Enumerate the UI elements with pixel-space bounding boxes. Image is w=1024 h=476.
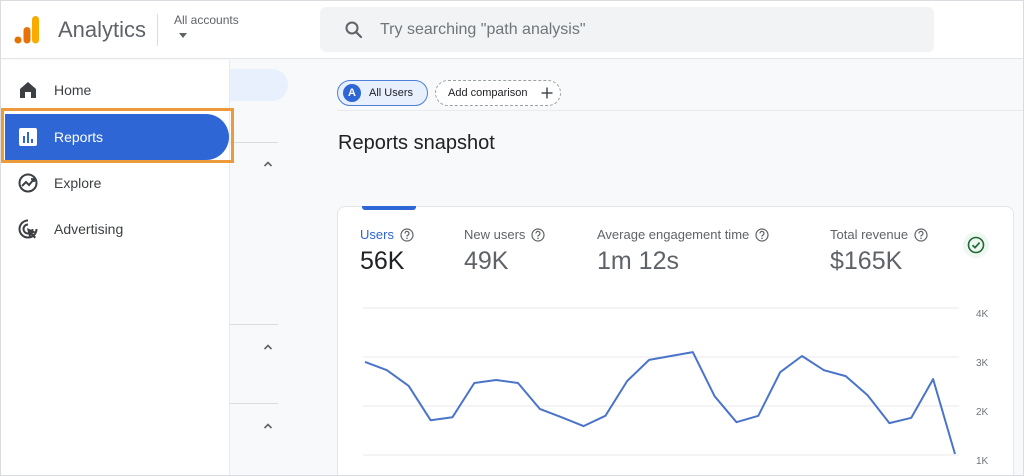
header-divider bbox=[157, 14, 158, 46]
chevron-up-icon[interactable] bbox=[263, 159, 273, 169]
metric-label: Users bbox=[360, 227, 394, 242]
nav-item-explore[interactable]: Explore bbox=[1, 160, 230, 206]
top-bar: Analytics All accounts bbox=[1, 1, 1023, 59]
segment-chip-all-users[interactable]: A All Users bbox=[337, 80, 428, 106]
chevron-up-icon[interactable] bbox=[263, 342, 273, 352]
reports-subnav-panel bbox=[230, 60, 320, 475]
y-axis-tick: 1K bbox=[976, 456, 989, 467]
add-comparison-label: Add comparison bbox=[448, 87, 528, 99]
y-axis-tick: 2K bbox=[976, 407, 989, 418]
home-icon bbox=[20, 82, 36, 98]
search-input[interactable] bbox=[380, 7, 900, 52]
analytics-logo-icon[interactable] bbox=[14, 15, 40, 45]
add-comparison-button[interactable]: Add comparison bbox=[435, 80, 561, 106]
metric-label: Total revenue bbox=[830, 227, 909, 242]
search-icon bbox=[345, 21, 363, 39]
subnav-selected-item[interactable] bbox=[230, 69, 288, 101]
search-bar[interactable] bbox=[320, 7, 934, 52]
check-circle-icon bbox=[967, 236, 985, 254]
subnav-divider bbox=[230, 403, 278, 404]
subnav-divider bbox=[230, 142, 278, 143]
nav-item-label: Advertising bbox=[54, 221, 124, 237]
reports-icon bbox=[19, 128, 37, 146]
subnav-divider bbox=[230, 324, 278, 325]
nav-item-label: Reports bbox=[54, 129, 104, 145]
segment-label: All Users bbox=[369, 87, 414, 99]
nav-item-reports[interactable]: Reports bbox=[5, 114, 229, 160]
left-nav: Home Reports Explore bbox=[1, 60, 230, 475]
metric-value: 56K bbox=[360, 247, 405, 275]
metric-tab-total-revenue[interactable]: Total revenue $165K bbox=[830, 227, 928, 276]
help-icon[interactable] bbox=[755, 227, 769, 242]
metric-tab-avg-engagement-time[interactable]: Average engagement time 1m 12s bbox=[597, 227, 769, 276]
metric-label: New users bbox=[464, 227, 526, 242]
app-title: Analytics bbox=[58, 17, 147, 42]
account-selector[interactable]: All accounts bbox=[174, 13, 239, 27]
overview-card: Users 56K New users 49K Average engageme… bbox=[337, 206, 1014, 475]
nav-item-label: Explore bbox=[54, 175, 102, 191]
y-axis-tick: 4K bbox=[976, 309, 989, 320]
chevron-up-icon[interactable] bbox=[263, 421, 273, 431]
metric-value: 49K bbox=[464, 247, 509, 275]
account-dropdown-caret-icon[interactable] bbox=[179, 33, 187, 38]
comparison-divider bbox=[337, 110, 1023, 111]
segment-avatar: A bbox=[343, 84, 361, 102]
metric-tab-users[interactable]: Users 56K bbox=[360, 227, 414, 276]
nav-item-advertising[interactable]: Advertising bbox=[1, 206, 230, 252]
advertising-icon bbox=[18, 219, 38, 239]
main-content: A All Users Add comparison Reports snaps… bbox=[321, 60, 1023, 475]
metric-value: $165K bbox=[830, 247, 903, 275]
metric-label: Average engagement time bbox=[597, 227, 750, 242]
y-axis-tick: 3K bbox=[976, 358, 989, 369]
plus-icon bbox=[541, 87, 553, 99]
metric-value: 1m 12s bbox=[597, 247, 679, 275]
nav-item-label: Home bbox=[54, 82, 92, 98]
page-title: Reports snapshot bbox=[338, 132, 495, 154]
data-quality-check-button[interactable] bbox=[963, 232, 989, 258]
help-icon[interactable] bbox=[400, 227, 414, 242]
active-metric-indicator bbox=[362, 206, 416, 210]
help-icon[interactable] bbox=[531, 227, 546, 242]
nav-item-home[interactable]: Home bbox=[1, 67, 230, 113]
explore-icon bbox=[18, 173, 38, 193]
help-icon[interactable] bbox=[914, 227, 928, 242]
metric-tab-new-users[interactable]: New users 49K bbox=[464, 227, 546, 276]
